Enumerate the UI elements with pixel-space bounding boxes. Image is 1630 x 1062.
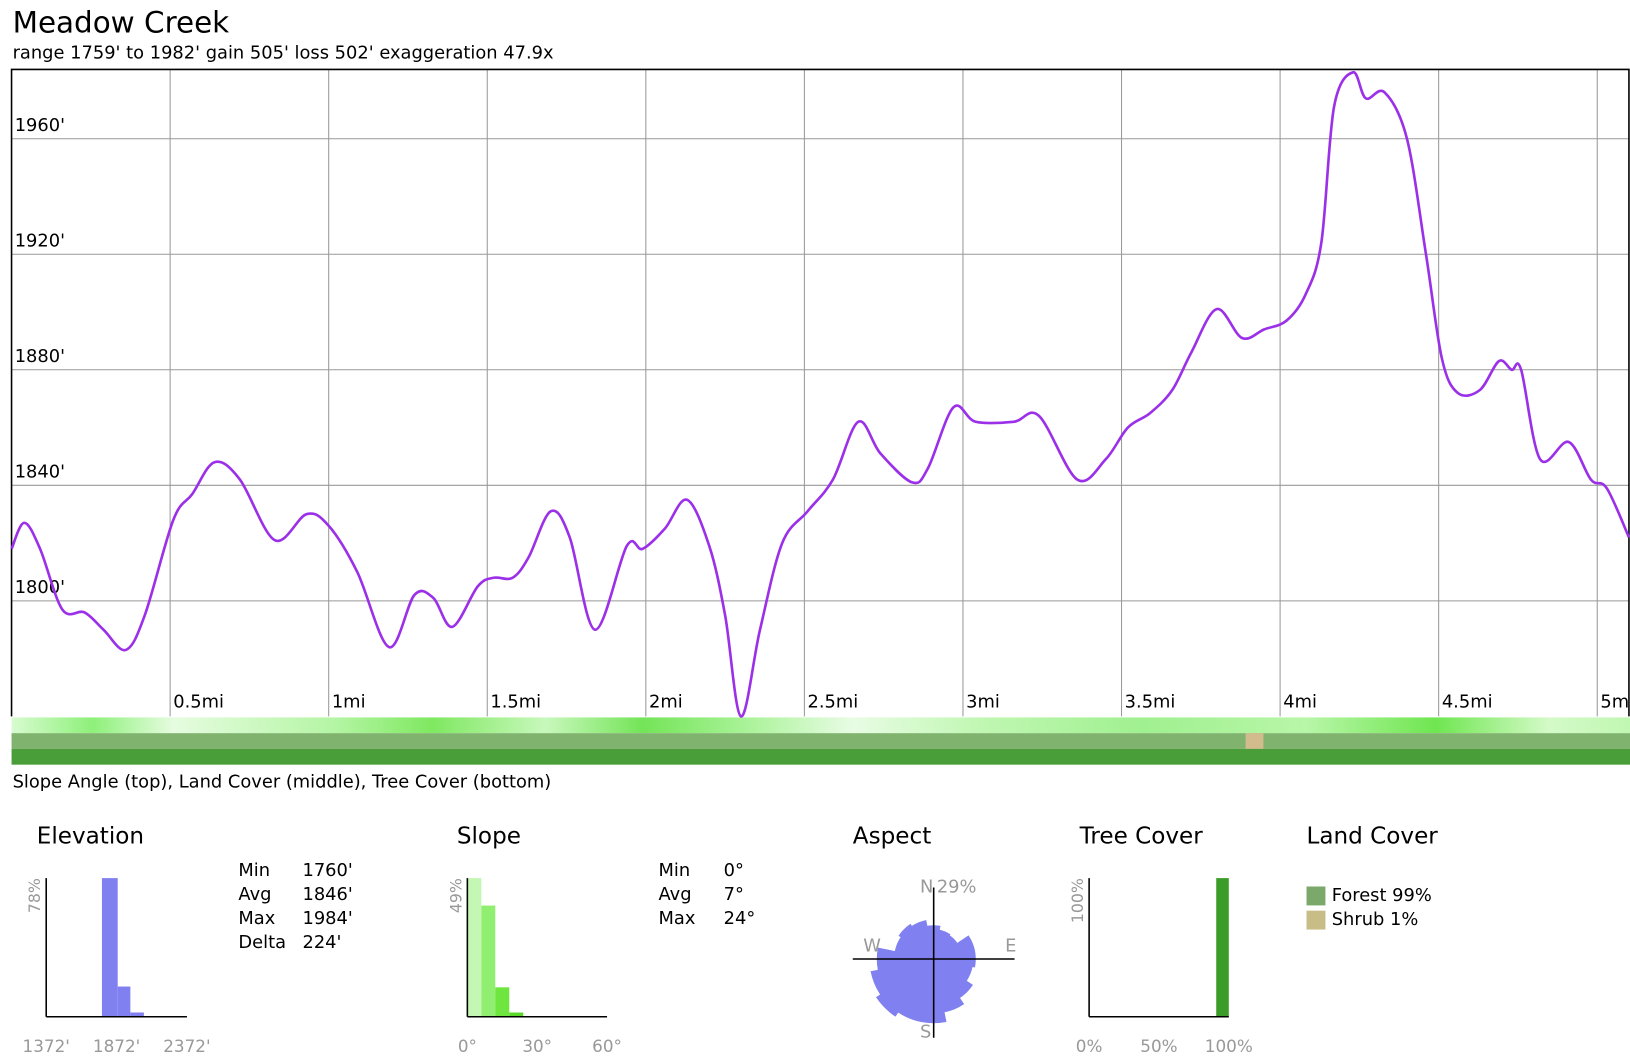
x-tick-label: 1mi xyxy=(332,692,366,713)
x-tick-label: 2372' xyxy=(163,1036,210,1056)
x-tick-label: 5mi xyxy=(1600,692,1630,713)
legend-category: Forest xyxy=(1332,885,1387,906)
elevation-line xyxy=(10,71,1630,718)
radius-label: 29% xyxy=(937,877,977,898)
histogram-bar xyxy=(509,1012,524,1017)
x-tick-label: 0.5mi xyxy=(173,692,224,713)
x-tick-label: 100% xyxy=(1205,1036,1253,1056)
strip-caption: Slope Angle (top), Land Cover (middle), … xyxy=(13,772,552,793)
legend-value: 1% xyxy=(1390,909,1418,930)
tree-cover-strip xyxy=(11,748,1630,765)
y-tick-label: 1960' xyxy=(15,115,65,136)
histogram-bar xyxy=(467,878,482,1017)
stat-label: Max xyxy=(238,908,275,929)
histogram-bar xyxy=(1216,878,1229,1017)
histogram-bar xyxy=(481,905,496,1017)
x-tick-label: 30° xyxy=(522,1036,552,1056)
histogram-bar xyxy=(495,987,510,1017)
compass-label: S xyxy=(920,1021,931,1042)
stat-value: 1846' xyxy=(302,884,352,905)
plot-frame xyxy=(10,68,1630,717)
stat-value: 0° xyxy=(724,860,744,881)
stat-label: Min xyxy=(238,860,270,881)
stat-label: Avg xyxy=(659,884,692,905)
legend-swatch xyxy=(1306,886,1326,906)
x-tick-label: 2mi xyxy=(649,692,683,713)
y-tick-label: 78% xyxy=(25,878,44,913)
x-tick-label: 60° xyxy=(592,1036,622,1056)
subtitle: range 1759' to 1982' gain 505' loss 502'… xyxy=(13,43,554,64)
histogram-bar xyxy=(101,878,118,1017)
aspect-sector xyxy=(898,923,934,960)
compass-label: W xyxy=(863,935,881,956)
stat-value: 224' xyxy=(302,932,341,953)
y-tick-label: 1840' xyxy=(15,462,65,483)
y-tick-label: 1880' xyxy=(15,346,65,367)
slope-strip xyxy=(11,717,1630,734)
x-tick-label: 4.5mi xyxy=(1442,692,1493,713)
y-tick-label: 1920' xyxy=(15,231,65,252)
panel-title: Aspect xyxy=(853,824,931,850)
stat-value: 24° xyxy=(724,908,756,929)
y-tick-label: 1800' xyxy=(15,577,65,598)
panel-title: Slope xyxy=(457,824,521,850)
stat-label: Max xyxy=(659,908,696,929)
y-tick-label: 49% xyxy=(446,878,465,913)
x-tick-label: 50% xyxy=(1140,1036,1177,1056)
histogram-bar xyxy=(130,1012,144,1017)
shrub-patch xyxy=(1245,733,1264,749)
aspect-sector xyxy=(933,929,951,960)
title: Meadow Creek xyxy=(13,6,230,40)
panel-title: Tree Cover xyxy=(1079,824,1204,850)
x-tick-label: 0% xyxy=(1076,1036,1103,1056)
histogram-bar xyxy=(117,986,131,1017)
compass-label: E xyxy=(1005,935,1016,956)
legend-label: Forest 99% xyxy=(1332,885,1432,906)
x-tick-label: 2.5mi xyxy=(808,692,859,713)
stat-label: Avg xyxy=(238,884,271,905)
legend-swatch xyxy=(1306,910,1326,930)
land-cover-strip xyxy=(11,733,1630,749)
legend-value: 99% xyxy=(1392,885,1432,906)
x-tick-label: 3mi xyxy=(966,692,1000,713)
y-tick-label: 100% xyxy=(1068,878,1087,923)
aspect-sector xyxy=(870,958,934,995)
x-tick-label: 4mi xyxy=(1283,692,1317,713)
compass-label: N xyxy=(920,877,933,898)
x-tick-label: 0° xyxy=(458,1036,477,1056)
panel-title: Elevation xyxy=(37,824,144,850)
legend-category: Shrub xyxy=(1332,909,1385,930)
aspect-sector xyxy=(875,958,934,1017)
stat-value: 7° xyxy=(724,884,744,905)
legend-label: Shrub 1% xyxy=(1332,909,1419,930)
stat-value: 1984' xyxy=(302,908,352,929)
stat-label: Min xyxy=(659,860,691,881)
x-tick-label: 1.5mi xyxy=(490,692,541,713)
stat-label: Delta xyxy=(238,932,286,953)
x-tick-label: 3.5mi xyxy=(1125,692,1176,713)
stat-value: 1760' xyxy=(302,860,352,881)
x-tick-label: 1872' xyxy=(93,1036,140,1056)
x-tick-label: 1372' xyxy=(23,1036,70,1056)
aspect-sector xyxy=(911,920,934,960)
panel-title: Land Cover xyxy=(1307,824,1439,850)
